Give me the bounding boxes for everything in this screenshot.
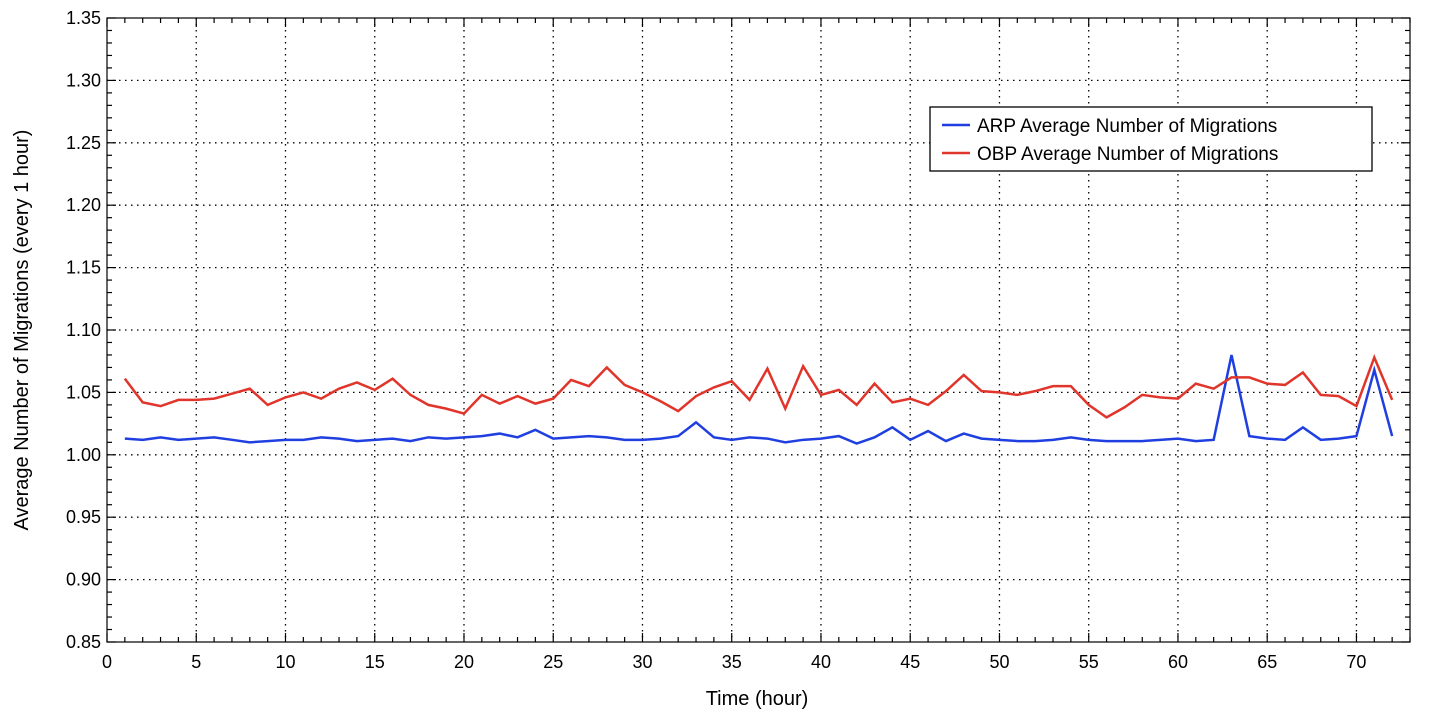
x-tick-label: 15 [365, 652, 385, 672]
grid-layer [107, 18, 1410, 642]
x-tick-label: 30 [632, 652, 652, 672]
y-tick-label: 1.00 [66, 445, 101, 465]
legend-label-obp: OBP Average Number of Migrations [977, 144, 1278, 165]
legend-label-arp: ARP Average Number of Migrations [977, 116, 1277, 137]
legend-box [929, 106, 1373, 172]
x-axis-title: Time (hour) [706, 688, 809, 710]
x-tick-label: 50 [989, 652, 1009, 672]
y-axis-title: Average Number of Migrations (every 1 ho… [11, 130, 33, 531]
x-tick-label: 10 [275, 652, 295, 672]
y-tick-label: 1.05 [66, 382, 101, 402]
y-tick-label: 0.85 [66, 632, 101, 652]
y-tick-label: 1.20 [66, 195, 101, 215]
axes-layer [106, 17, 1411, 643]
y-tick-label: 0.90 [66, 570, 101, 590]
y-tick-label: 1.35 [66, 8, 101, 28]
x-tick-label: 70 [1346, 652, 1366, 672]
x-tick-label: 25 [543, 652, 563, 672]
tick-label-layer: 0 5 10 15 20 25 30 35 40 45 50 55 60 65 70 0.85 0.90 0.95… [66, 8, 1367, 672]
y-tick-label: 1.30 [66, 70, 101, 90]
x-tick-label: 65 [1257, 652, 1277, 672]
y-tick-label: 0.95 [66, 507, 101, 527]
x-tick-label: 5 [191, 652, 201, 672]
series-layer [123, 354, 1394, 445]
x-tick-label: 40 [811, 652, 831, 672]
series-line-arp [124, 354, 1394, 445]
legend: ARP Average Number of Migrations OBP Ave… [929, 106, 1373, 172]
x-tick-label: 0 [102, 652, 112, 672]
x-tick-label: 60 [1168, 652, 1188, 672]
y-tick-label: 1.10 [66, 320, 101, 340]
x-tick-label: 20 [454, 652, 474, 672]
y-tick-label: 1.25 [66, 133, 101, 153]
x-tick-label: 45 [900, 652, 920, 672]
x-tick-label: 55 [1079, 652, 1099, 672]
x-tick-label: 35 [722, 652, 742, 672]
y-tick-label: 1.15 [66, 258, 101, 278]
series-line-obp [123, 354, 1394, 419]
